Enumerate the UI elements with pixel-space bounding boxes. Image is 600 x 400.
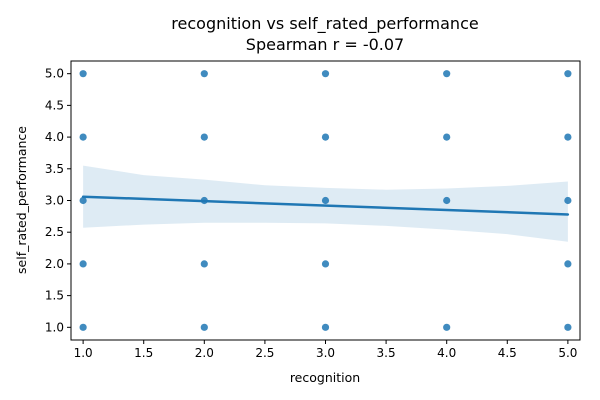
y-axis-label: self_rated_performance [14,126,29,274]
y-tick-label: 2.0 [45,257,64,271]
x-tick-label: 1.0 [74,346,93,360]
x-tick-label: 3.5 [377,346,396,360]
x-tick-label: 2.0 [195,346,214,360]
x-tick-label: 2.5 [255,346,274,360]
data-point [321,323,330,331]
y-tick-label: 5.0 [45,67,64,81]
data-point [564,260,572,268]
chart-subtitle: Spearman r = -0.07 [246,35,404,54]
data-point [564,133,572,141]
x-axis-ticks: 1.0 1.5 2.0 2.5 3.0 3.5 4.0 4.5 5.0 [74,340,577,360]
data-point [321,196,330,205]
data-point [79,133,87,141]
regression-line [81,195,570,216]
data-point [443,196,451,205]
data-point [79,260,87,268]
y-tick-label: 3.5 [45,162,64,176]
y-axis-ticks: 1.0 1.5 2.0 2.5 3.0 3.5 4.0 4.5 5.0 [45,67,71,334]
y-tick-label: 4.0 [45,130,64,144]
data-point [564,196,572,205]
data-point [200,133,208,141]
x-axis-label: recognition [290,370,360,385]
x-tick-label: 1.5 [134,346,153,360]
y-tick-label: 3.0 [45,194,64,208]
chart-title: recognition vs self_rated_performance [171,14,478,34]
y-tick-label: 4.5 [45,98,64,112]
data-point [321,260,330,268]
y-tick-label: 1.0 [45,320,64,334]
regression-line-layer [81,195,570,216]
data-point [321,70,330,78]
x-tick-label: 5.0 [558,346,577,360]
data-point [200,323,208,331]
x-tick-label: 4.0 [437,346,456,360]
data-point [443,323,451,331]
x-tick-label: 3.0 [316,346,335,360]
data-point [564,70,572,78]
data-point [79,70,87,78]
data-point [200,260,208,268]
y-tick-label: 1.5 [45,289,64,303]
data-point [321,133,330,141]
y-tick-label: 2.5 [45,225,64,239]
data-point [200,70,208,78]
data-point [79,196,87,205]
data-point [79,323,87,331]
data-point [564,323,572,331]
x-tick-label: 4.5 [498,346,517,360]
data-point [443,133,451,141]
data-points-layer [79,70,572,331]
data-point [443,70,451,78]
